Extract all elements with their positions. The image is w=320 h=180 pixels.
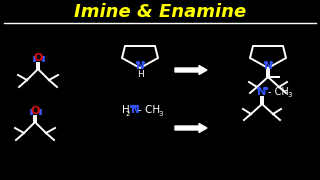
FancyArrow shape	[175, 66, 207, 75]
Text: N: N	[136, 61, 144, 71]
FancyArrow shape	[175, 123, 207, 132]
Text: Imine & Enamine: Imine & Enamine	[74, 3, 246, 21]
Text: 2: 2	[126, 111, 130, 116]
Text: O: O	[33, 53, 43, 63]
Text: O: O	[30, 106, 40, 116]
Text: - CH: - CH	[268, 87, 289, 97]
Text: N: N	[264, 61, 272, 71]
Text: H: H	[122, 105, 130, 115]
Text: N: N	[131, 105, 140, 115]
Text: 3: 3	[158, 111, 163, 116]
Text: 3: 3	[287, 92, 292, 98]
Text: H: H	[137, 69, 143, 78]
Text: N: N	[257, 87, 267, 97]
Text: - CH: - CH	[138, 105, 160, 115]
